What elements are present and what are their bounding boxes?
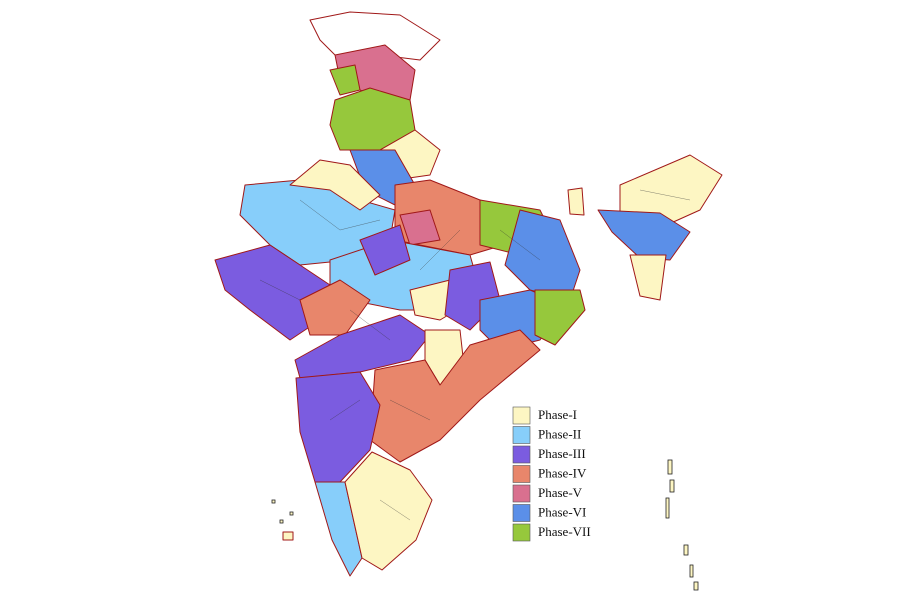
legend-swatch xyxy=(512,465,531,483)
legend-label: Phase-VII xyxy=(538,524,591,539)
region xyxy=(329,64,361,96)
legend-swatch xyxy=(512,504,531,522)
legend-label: Phase-III xyxy=(538,446,586,461)
region xyxy=(299,279,371,336)
legend-label: Phase-VI xyxy=(538,504,586,519)
region xyxy=(369,329,541,463)
region xyxy=(504,209,581,301)
region xyxy=(344,451,433,571)
legend-swatch xyxy=(512,426,531,444)
district-lines xyxy=(259,189,691,521)
legend-label: Phase-V xyxy=(538,485,583,500)
island xyxy=(282,531,294,541)
region xyxy=(289,159,381,211)
legend: Phase-I Phase-II Phase-III Phase-IV Phase-V P… xyxy=(512,406,591,542)
region xyxy=(399,209,441,246)
legend-label: Phase-II xyxy=(538,426,581,441)
region xyxy=(359,224,411,276)
region xyxy=(567,187,585,216)
legend-swatch xyxy=(512,523,531,542)
region xyxy=(295,371,381,483)
legend-swatch xyxy=(512,406,531,425)
andaman-islands xyxy=(271,459,699,591)
region xyxy=(629,254,667,301)
legend-swatch xyxy=(512,445,531,464)
legend-label: Phase-I xyxy=(538,407,577,422)
region xyxy=(597,209,691,261)
map-regions xyxy=(214,11,723,591)
region xyxy=(309,11,441,61)
region xyxy=(534,289,586,346)
legend-label: Phase-IV xyxy=(538,465,587,480)
legend-swatch xyxy=(512,484,531,503)
